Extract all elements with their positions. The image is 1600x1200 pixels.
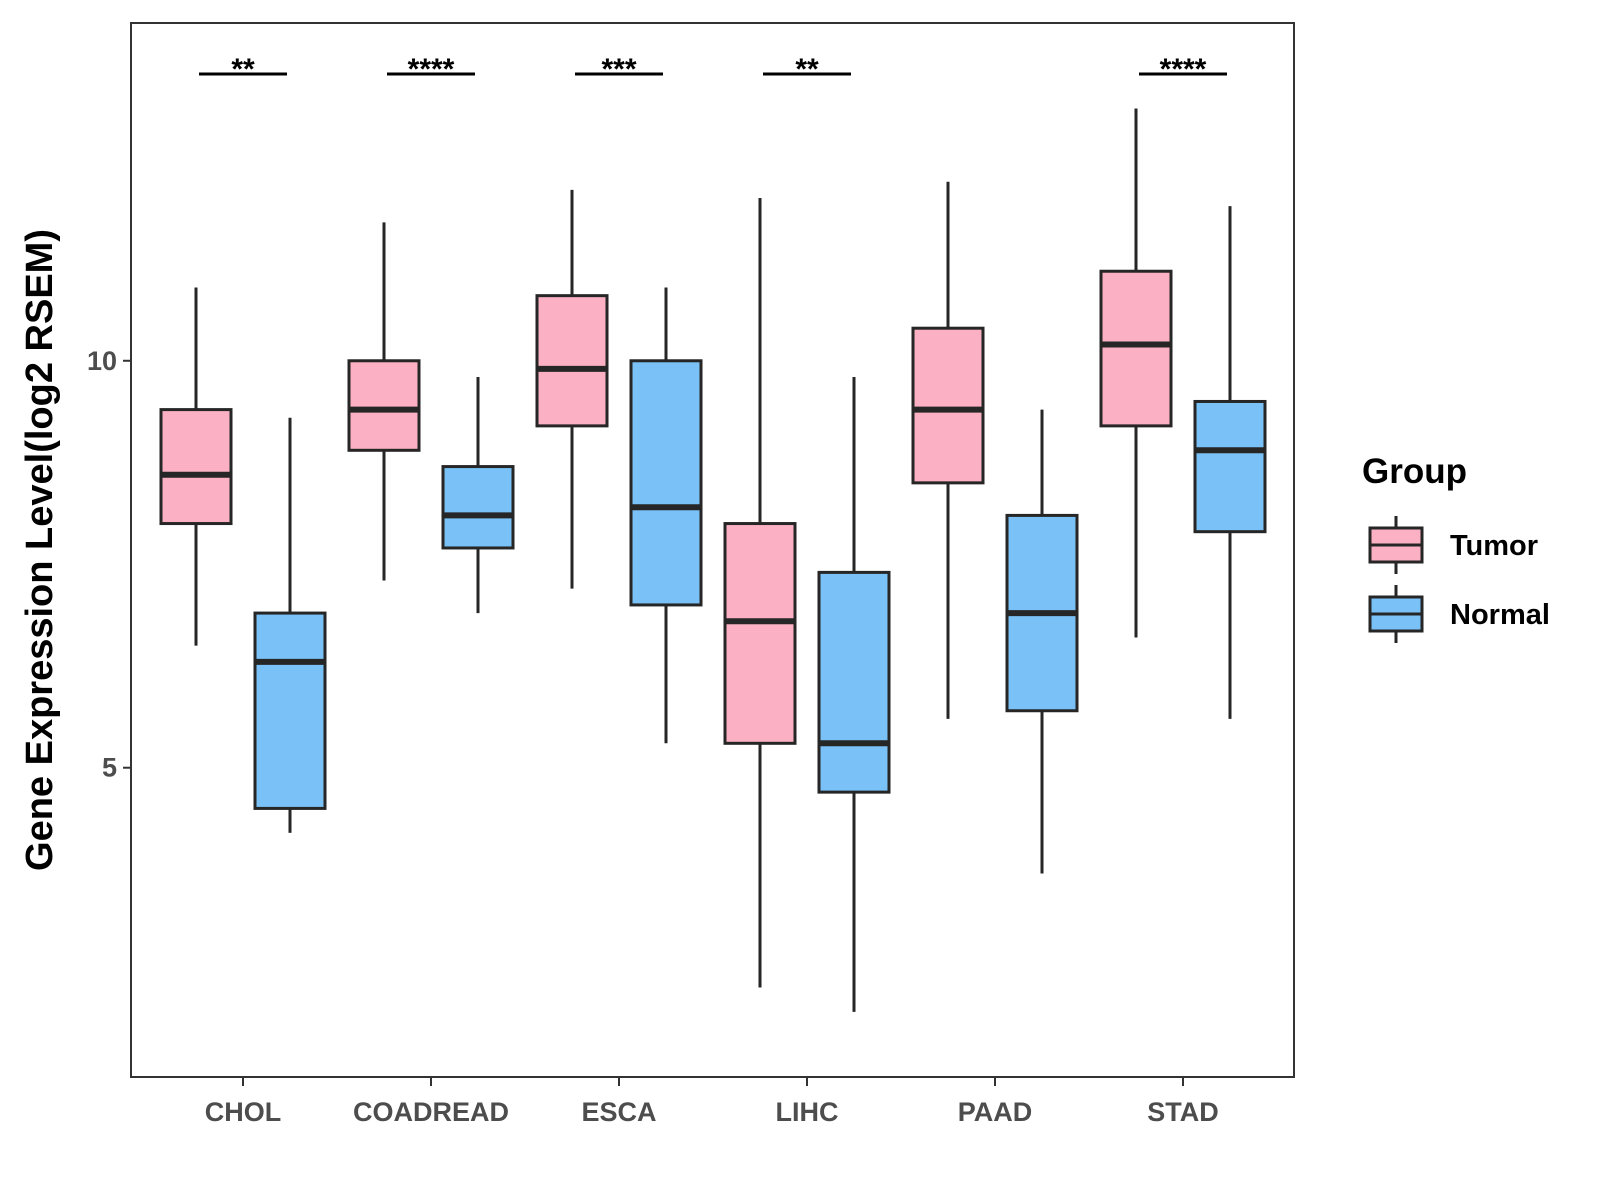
box-normal-esca <box>629 287 703 744</box>
x-tick-label: LIHC <box>776 1097 839 1127</box>
legend-label: Tumor <box>1450 530 1538 562</box>
box-iqr <box>723 522 797 745</box>
box-iqr <box>817 570 891 794</box>
box-iqr <box>629 359 703 607</box>
box-series <box>159 108 1267 1012</box>
x-tick-label: STAD <box>1147 1097 1219 1127</box>
plot-panel <box>130 22 1295 1078</box>
box-normal-coadread <box>441 377 515 614</box>
legend: Group Tumor Normal <box>1362 452 1550 643</box>
box-tumor-coadread <box>347 222 421 581</box>
x-tick-label: CHOL <box>205 1097 282 1127</box>
box-iqr <box>159 408 233 526</box>
box-iqr <box>347 359 421 452</box>
x-tick-label: ESCA <box>581 1097 656 1127</box>
significance-label: **** <box>408 53 455 86</box>
box-tumor-paad <box>911 181 985 719</box>
significance-annotations: ** **** *** ** **** <box>199 53 1227 86</box>
box-tumor-lihc <box>723 197 797 988</box>
box-normal-paad <box>1005 409 1079 874</box>
y-tick-label: 5 <box>102 753 117 783</box>
x-tick-label: COADREAD <box>353 1097 509 1127</box>
box-iqr <box>441 465 515 550</box>
box-iqr <box>1099 269 1173 428</box>
box-tumor-esca <box>535 189 609 589</box>
y-tick-label: 10 <box>87 346 117 376</box>
significance-label: **** <box>1160 53 1207 86</box>
legend-entry-tumor: Tumor <box>1368 516 1538 574</box>
x-tick-label: PAAD <box>958 1097 1033 1127</box>
significance-label: ** <box>795 53 819 86</box>
box-iqr <box>911 326 985 485</box>
significance-label: ** <box>231 53 255 86</box>
y-axis: 5 10 <box>87 346 131 783</box>
legend-title: Group <box>1362 452 1467 491</box>
box-normal-chol <box>253 417 327 833</box>
box-iqr <box>253 611 327 810</box>
legend-label: Normal <box>1450 599 1550 631</box>
y-axis-title: Gene Expression Level(log2 RSEM) <box>19 229 61 871</box>
box-iqr <box>1193 399 1267 534</box>
x-axis: CHOL COADREAD ESCA LIHC PAAD STAD <box>205 1077 1219 1127</box>
legend-entry-normal: Normal <box>1368 585 1550 643</box>
significance-label: *** <box>601 53 636 86</box>
box-tumor-stad <box>1099 108 1173 638</box>
box-tumor-chol <box>159 287 233 646</box>
box-normal-stad <box>1193 206 1267 719</box>
box-normal-lihc <box>817 377 891 1012</box>
box-iqr <box>535 294 609 428</box>
